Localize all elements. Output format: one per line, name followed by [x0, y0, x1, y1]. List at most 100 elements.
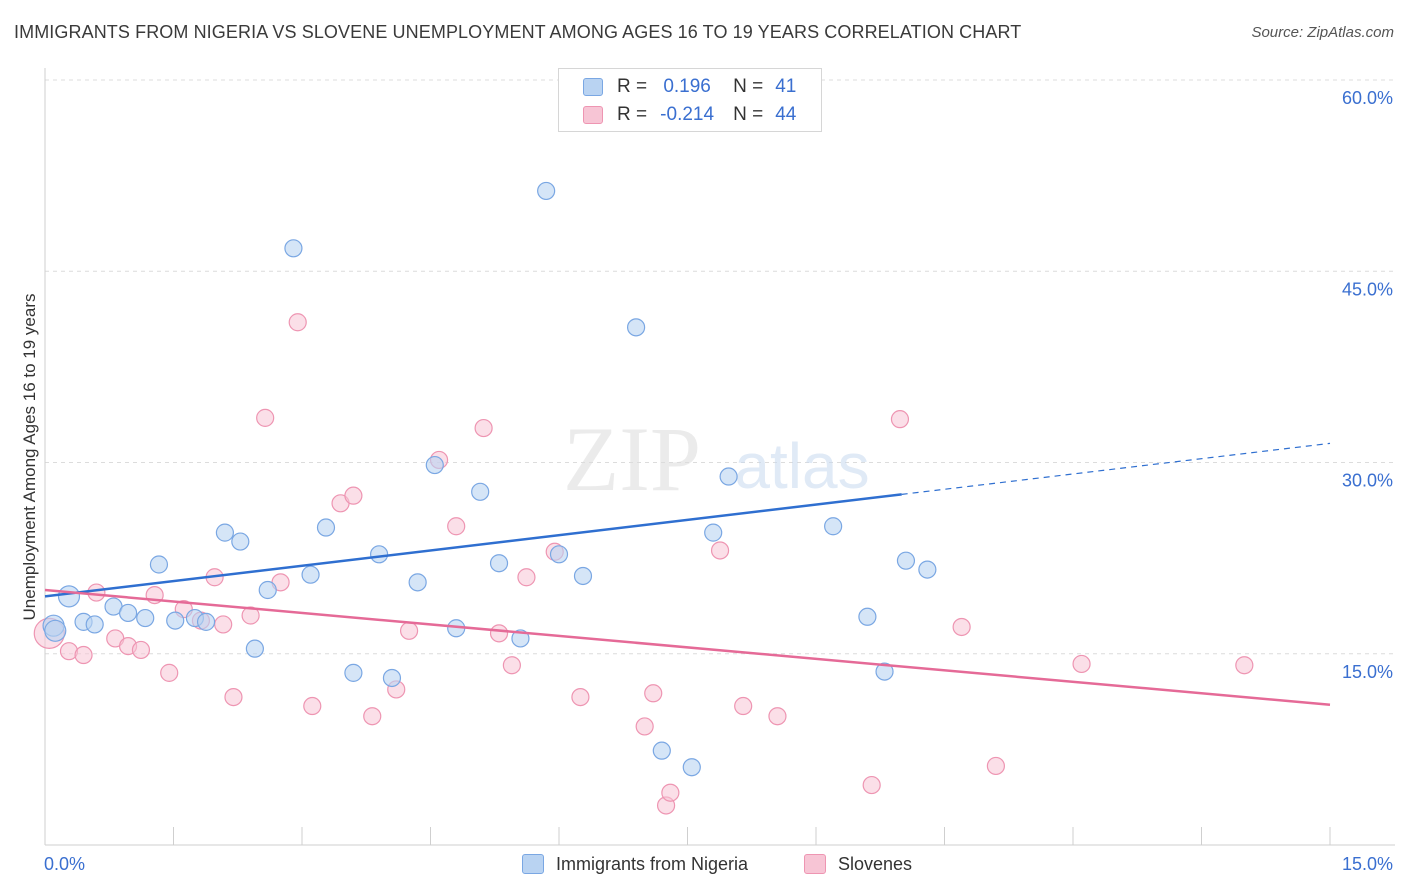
- bottom-legend-swatch-nigeria: [522, 854, 544, 874]
- nigeria-point: [573, 566, 593, 586]
- slovenes-point: [224, 687, 243, 707]
- nigeria-point: [858, 607, 877, 626]
- slovenes-point: [1072, 654, 1091, 674]
- nigeria-point: [471, 482, 490, 501]
- slovenes-point: [303, 696, 322, 716]
- trend-lines: [44, 442, 1331, 706]
- legend-n-value: 44: [775, 104, 797, 125]
- slovenes-point: [87, 583, 106, 602]
- nigeria-point: [489, 554, 509, 573]
- nigeria-point: [370, 545, 389, 564]
- legend-row-nigeria: R = 0.196 N = 41: [583, 75, 796, 99]
- nigeria-point: [918, 560, 937, 579]
- slovenes-point: [862, 775, 881, 795]
- slovenes-point: [474, 418, 493, 438]
- y-tick-label-15: 15.0%: [1342, 662, 1393, 682]
- nigeria-point: [682, 758, 701, 777]
- nigeria-point: [57, 585, 81, 608]
- nigeria-point: [136, 608, 155, 628]
- slovenes-point: [489, 624, 509, 643]
- x-tick-label-min: 0.0%: [44, 854, 85, 874]
- slovenes-point: [952, 617, 971, 637]
- nigeria-trend-line: [44, 493, 902, 598]
- watermark-zip: ZIP: [563, 408, 701, 510]
- nigeria-point: [511, 629, 530, 648]
- slovenes-point: [734, 696, 753, 716]
- slovenes-point: [214, 615, 233, 634]
- slovenes-trend-line: [44, 588, 1331, 706]
- slovenes-point: [986, 756, 1006, 776]
- legend-swatch-slovenes: [583, 106, 603, 124]
- slovenes-point: [241, 606, 260, 625]
- tick-labels: 15.0% 30.0% 45.0% 60.0% 0.0% 15.0%: [44, 88, 1393, 874]
- nigeria-point: [875, 662, 894, 681]
- nigeria-point: [704, 523, 723, 542]
- slovenes-point: [644, 684, 663, 703]
- nigeria-point: [284, 239, 303, 258]
- nigeria-point: [537, 181, 556, 201]
- slovenes-point: [363, 707, 382, 726]
- slovenes-point: [571, 687, 590, 707]
- nigeria-point: [44, 619, 67, 642]
- source-text: Source: ZipAtlas.com: [1251, 24, 1394, 41]
- nigeria-point: [258, 580, 277, 600]
- nigeria-point: [549, 545, 569, 564]
- watermark: ZIP atlas: [563, 408, 870, 510]
- legend-r-value: 0.196: [663, 76, 711, 97]
- x-tick-label-max: 15.0%: [1342, 854, 1393, 874]
- nigeria-point: [301, 565, 320, 584]
- slovenes-point: [74, 645, 93, 665]
- slovenes-point: [635, 717, 654, 736]
- nigeria-point: [85, 615, 104, 634]
- y-tick-label-30: 30.0%: [1342, 471, 1393, 491]
- nigeria-point: [896, 551, 916, 570]
- nigeria-point: [344, 663, 363, 682]
- slovenes-point: [502, 656, 521, 675]
- nigeria-point: [408, 573, 427, 592]
- slovenes-point: [399, 621, 419, 640]
- nigeria-point: [166, 611, 185, 630]
- legend-row-slovenes: R = -0.214 N = 44: [583, 103, 796, 127]
- y-tick-label-60: 60.0%: [1342, 88, 1393, 108]
- y-tick-label-45: 45.0%: [1342, 279, 1393, 299]
- slovenes-points: [33, 313, 1254, 815]
- legend-r-label: R =: [617, 76, 648, 97]
- slovenes-point: [768, 707, 787, 726]
- nigeria-trend-extension: [901, 442, 1331, 495]
- legend-r-label: R =: [617, 104, 648, 125]
- slovenes-point: [256, 408, 275, 427]
- bottom-legend-swatch-slovenes: [804, 854, 826, 874]
- slovenes-point: [517, 568, 536, 587]
- nigeria-point: [245, 639, 264, 658]
- bottom-legend-label-nigeria: Immigrants from Nigeria: [556, 853, 749, 874]
- slovenes-point: [890, 410, 910, 429]
- slovenes-point: [1235, 656, 1254, 675]
- nigeria-point: [316, 518, 336, 537]
- nigeria-point: [118, 603, 138, 623]
- correlation-legend: R = 0.196 N = 41 R = -0.214 N = 44: [558, 68, 822, 132]
- slovenes-point: [447, 517, 466, 536]
- slovenes-point: [288, 313, 307, 332]
- bottom-legend-slovenes: Slovenes: [804, 852, 912, 876]
- bottom-legend-nigeria: Immigrants from Nigeria: [522, 852, 748, 876]
- legend-r-value: -0.214: [660, 104, 715, 125]
- bottom-legend-label-slovenes: Slovenes: [838, 853, 913, 874]
- nigeria-point: [652, 741, 671, 760]
- legend-swatch-nigeria: [583, 78, 603, 96]
- axes: [44, 68, 1395, 846]
- slovenes-point: [710, 541, 730, 560]
- slovenes-point: [131, 640, 151, 660]
- nigeria-point: [425, 455, 444, 475]
- nigeria-point: [626, 318, 646, 337]
- slovenes-point: [661, 783, 680, 802]
- slovenes-point: [160, 663, 179, 682]
- legend-n-label: N =: [733, 104, 764, 125]
- watermark-atlas: atlas: [734, 430, 869, 502]
- nigeria-point: [231, 532, 250, 551]
- nigeria-point: [215, 523, 234, 542]
- nigeria-point: [149, 555, 169, 574]
- grid-lines: [45, 79, 1395, 655]
- nigeria-point: [382, 668, 402, 688]
- nigeria-points: [42, 181, 937, 777]
